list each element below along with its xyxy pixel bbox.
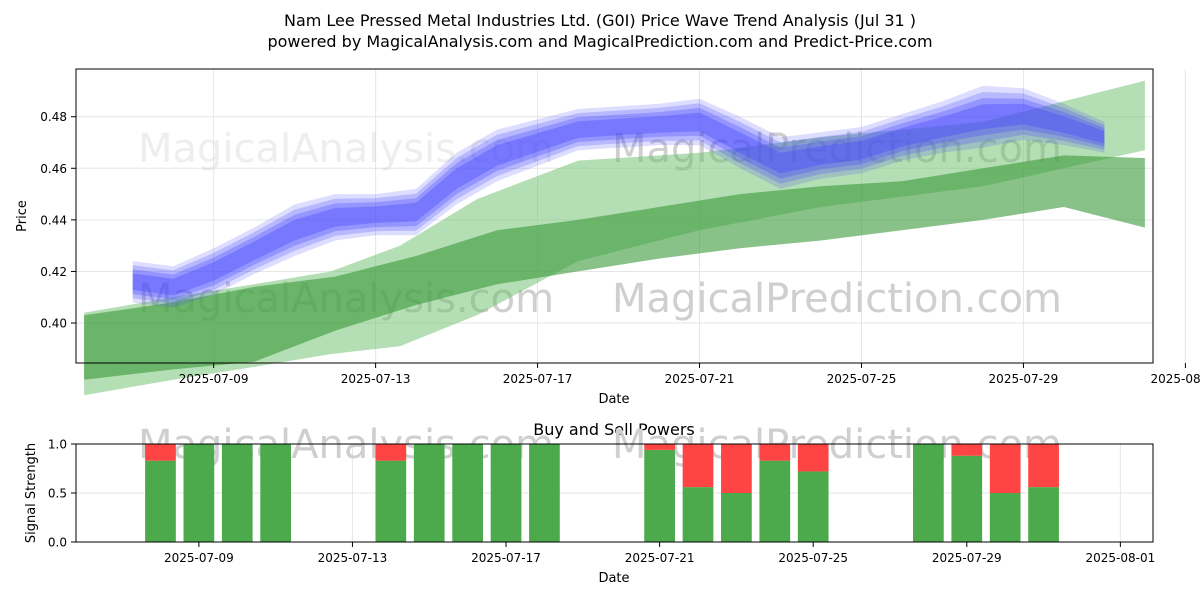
watermark-analysis-top: MagicalAnalysis.com [138,126,554,172]
price-xtick-label: 2025-07-25 [827,372,897,386]
chart-subtitle: powered by MagicalAnalysis.com and Magic… [267,32,932,51]
buy-power-bar [529,444,560,542]
price-ytick-label: 0.42 [40,265,67,279]
buy-power-bar [759,460,791,542]
buy-power-bar [221,444,253,542]
buy-power-bar [145,460,176,542]
signal-bars [145,444,1059,542]
trend-band-lower [84,155,1145,380]
signal-xtick-label: 2025-07-17 [471,551,541,565]
watermark-prediction-bottom: MagicalPrediction.com [612,276,1062,322]
signal-ylabel: Signal Strength [24,443,39,543]
price-xtick-label: 2025-07-21 [665,372,735,386]
sell-power-bar [682,444,714,488]
signal-xtick-label: 2025-07-09 [164,551,234,565]
price-ytick-label: 0.44 [40,213,67,227]
price-wave-band-layer [132,103,1105,296]
buy-power-bar [1028,487,1059,542]
signal-ytick-label: 0.0 [48,536,67,550]
chart-title: Nam Lee Pressed Metal Industries Ltd. (G… [284,11,916,30]
sell-power-bar [1028,444,1059,488]
buy-power-bar [183,444,215,542]
price-ytick-label: 0.48 [40,110,67,124]
price-xtick-label: 2025-07-17 [503,372,573,386]
sell-power-bar [797,444,829,472]
sell-power-bar [989,444,1021,493]
price-ytick-label: 0.46 [40,162,67,176]
price-xtick-label: 2025-07-29 [989,372,1059,386]
signal-title: Buy and Sell Powers [533,420,695,439]
price-plot-frame [75,68,1154,364]
buy-power-bar [644,449,675,542]
price-xtick-label: 2025-07-13 [341,372,411,386]
price-xlabel: Date [598,392,629,407]
sell-power-bar [145,444,176,461]
signal-xtick-label: 2025-07-29 [932,551,1002,565]
buy-power-bar [951,455,983,542]
price-xtick-label: 2025-07-09 [179,372,249,386]
sell-power-bar [644,444,675,450]
price-xtick-label: 2025-08-01 [1151,372,1200,386]
sell-power-bar [375,444,407,461]
buy-power-bar [375,460,407,542]
price-ytick-label: 0.40 [40,317,67,331]
price-wave-band-layer [132,92,1105,304]
signal-ytick-label: 0.5 [48,487,67,501]
price-wave-band-layer [132,85,1105,308]
price-ylabel: Price [15,200,30,232]
buy-power-bar [452,444,483,542]
signal-xtick-label: 2025-07-13 [318,551,388,565]
signal-xlabel: Date [598,571,629,586]
sell-power-bar [759,444,791,461]
price-series [84,80,1145,396]
price-wave-band-layer [132,98,1105,300]
buy-power-bar [913,444,944,542]
buy-power-bar [413,444,445,542]
signal-xtick-label: 2025-08-01 [1085,551,1155,565]
price-panel: MagicalAnalysis.com MagicalPrediction.co… [15,68,1200,407]
signal-xtick-label: 2025-07-25 [778,551,848,565]
sell-power-bar [951,444,983,456]
sell-power-bar [721,444,752,493]
signal-panel: Buy and Sell Powers MagicalAnalysis.com … [24,420,1155,586]
buy-power-bar [797,471,829,542]
buy-power-bar [260,444,292,542]
signal-ytick-label: 1.0 [48,438,67,452]
price-axes: 2025-07-09 2025-07-13 2025-07-17 2025-07-21… [40,110,1200,386]
signal-axes: 2025-07-09 2025-07-13 2025-07-17 2025-07-21… [48,438,1155,566]
buy-power-bar [490,444,522,542]
buy-power-bar [721,493,752,542]
signal-xtick-label: 2025-07-21 [625,551,695,565]
buy-power-bar [989,493,1021,542]
buy-power-bar [682,487,714,542]
